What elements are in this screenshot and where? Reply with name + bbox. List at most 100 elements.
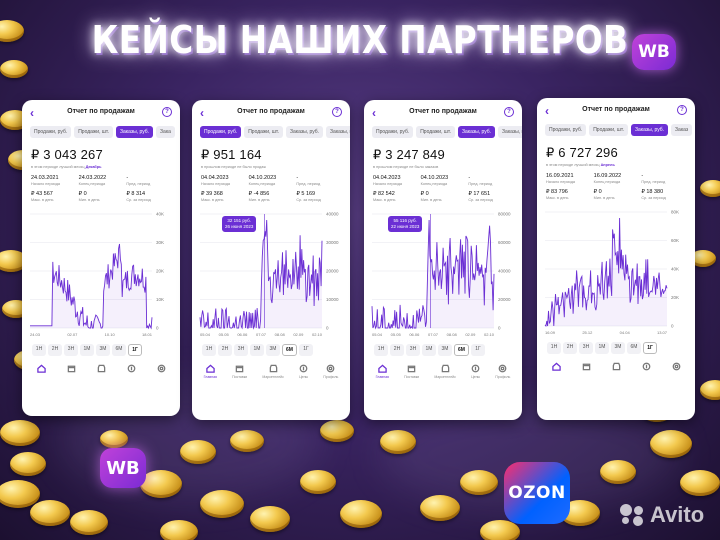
tab-metric[interactable]: Зака: [156, 126, 175, 138]
period-button[interactable]: 1Н: [547, 342, 561, 354]
tab-metric[interactable]: Заказы, шт.: [326, 126, 350, 138]
y-tick-label: 30000: [326, 240, 339, 245]
sales-chart: 40K 30K 20K 10K 0: [22, 210, 180, 332]
coin-decoration: [380, 430, 416, 454]
help-icon[interactable]: ?: [162, 107, 172, 117]
stat-value: 04.04.2023: [201, 175, 229, 181]
back-arrow-icon[interactable]: ‹: [200, 106, 204, 120]
period-button[interactable]: 1М: [595, 342, 609, 354]
period-button[interactable]: 3М: [96, 344, 110, 356]
period-button[interactable]: 3М: [438, 344, 452, 356]
nav-item[interactable]: [36, 364, 46, 374]
tab-metric[interactable]: Заказы, руб.: [286, 126, 324, 138]
nav-item[interactable]: [642, 362, 651, 372]
nav-item[interactable]: Поставки: [404, 364, 419, 379]
period-button[interactable]: 1М: [422, 344, 436, 356]
stat-value: ₽ 43 567: [31, 191, 53, 197]
period-button[interactable]: 6М: [454, 344, 469, 356]
nav-item[interactable]: Профиль: [323, 364, 338, 379]
nav-item[interactable]: [551, 362, 561, 372]
period-button[interactable]: 2Н: [48, 344, 62, 356]
tab-metric[interactable]: Продажи, руб.: [545, 124, 587, 136]
period-button[interactable]: 1Г: [128, 344, 142, 356]
period-button[interactable]: 3Н: [64, 344, 78, 356]
nav-item[interactable]: Профиль: [495, 364, 510, 379]
stat-cell: ₽ 8 314 Ср. за период: [126, 191, 174, 202]
period-button[interactable]: 3М: [611, 342, 625, 354]
period-button[interactable]: 1М: [250, 344, 264, 356]
period-button[interactable]: 2Н: [563, 342, 577, 354]
nav-item[interactable]: [157, 364, 166, 374]
period-button[interactable]: 1Н: [374, 344, 388, 356]
nav-item[interactable]: Маркетплейс: [262, 364, 284, 379]
stat-label: Пред. период: [126, 182, 151, 186]
period-button[interactable]: 1Г: [643, 342, 657, 354]
x-tick-label: 05.04: [200, 332, 211, 337]
nav-item[interactable]: [67, 364, 76, 374]
tab-metric[interactable]: Заказы, руб.: [458, 126, 496, 138]
nav-item[interactable]: Главная: [204, 364, 217, 379]
sales-chart-svg: 80000 60000 40000 20000 0: [371, 212, 511, 331]
nav-item[interactable]: [127, 364, 136, 374]
period-note-text: в этом периоде лучший месяц: [546, 163, 600, 167]
nav-item[interactable]: Главная: [376, 364, 389, 379]
period-button[interactable]: 3Н: [406, 344, 420, 356]
back-arrow-icon[interactable]: ‹: [30, 106, 34, 120]
coin-decoration: [300, 470, 336, 494]
stat-label: Конец периода: [78, 182, 106, 186]
help-icon[interactable]: ?: [677, 105, 687, 115]
coin-decoration: [160, 520, 198, 540]
period-button[interactable]: 1Г: [470, 344, 485, 356]
nav-item[interactable]: [582, 362, 591, 372]
nav-item[interactable]: Маркетплейс: [434, 364, 456, 379]
nav-item[interactable]: [97, 364, 106, 374]
period-note: в прошлом периоде не было заказов: [373, 165, 522, 169]
tab-metric[interactable]: Заказ: [671, 124, 693, 136]
period-button[interactable]: 1Г: [298, 344, 313, 356]
coin-decoration: [650, 430, 692, 458]
bottom-nav: Главная Поставки Маркетплейс Цены Профиль: [364, 364, 522, 379]
period-button[interactable]: 3Н: [579, 342, 593, 354]
coin-decoration: [180, 440, 216, 464]
profile-icon: [498, 364, 507, 374]
tab-metric[interactable]: Заказы, шт.: [498, 126, 522, 138]
period-button[interactable]: 1М: [80, 344, 94, 356]
tab-metric[interactable]: Продажи, шт.: [244, 126, 283, 138]
period-button[interactable]: 3Н: [234, 344, 248, 356]
period-note: в этом периоде лучший месяц Апрель: [546, 163, 695, 167]
back-arrow-icon[interactable]: ‹: [372, 106, 376, 120]
help-icon[interactable]: ?: [504, 107, 514, 117]
help-icon[interactable]: ?: [332, 107, 342, 117]
stat-cell: - Пред. период: [468, 175, 516, 186]
nav-item[interactable]: Цены: [299, 364, 308, 379]
stat-cell: ₽ 0 Мин. в день: [594, 189, 642, 200]
period-button[interactable]: 1Н: [32, 344, 46, 356]
metric-tabs: Продажи, руб. Продажи, шт. Заказы, руб. Зак…: [200, 126, 350, 138]
nav-item[interactable]: Поставки: [232, 364, 247, 379]
nav-label: Главная: [203, 375, 217, 379]
report-title: Отчет по продажам: [582, 106, 650, 113]
period-button[interactable]: 6М: [112, 344, 126, 356]
tab-metric[interactable]: Заказы, руб.: [631, 124, 669, 136]
period-button[interactable]: 6М: [282, 344, 297, 356]
nav-item[interactable]: [612, 362, 621, 372]
tab-metric[interactable]: Продажи, шт.: [74, 126, 113, 138]
nav-item[interactable]: Цены: [471, 364, 480, 379]
x-tick-label: 13.07: [657, 330, 668, 335]
period-button[interactable]: 2Н: [218, 344, 232, 356]
tab-metric[interactable]: Продажи, руб.: [30, 126, 72, 138]
tab-metric[interactable]: Заказы, руб.: [116, 126, 154, 138]
coin-decoration: [140, 470, 182, 498]
stat-label: Макс. в день: [546, 196, 569, 200]
tab-metric[interactable]: Продажи, шт.: [589, 124, 628, 136]
period-button[interactable]: 3М: [266, 344, 280, 356]
tab-metric[interactable]: Продажи, руб.: [200, 126, 242, 138]
tab-metric[interactable]: Продажи, руб.: [372, 126, 414, 138]
period-button[interactable]: 6М: [627, 342, 641, 354]
nav-item[interactable]: [672, 362, 681, 372]
back-arrow-icon[interactable]: ‹: [545, 104, 549, 118]
period-button[interactable]: 2Н: [390, 344, 404, 356]
coin-decoration: [0, 480, 40, 508]
tab-metric[interactable]: Продажи, шт.: [416, 126, 455, 138]
period-button[interactable]: 1Н: [202, 344, 216, 356]
